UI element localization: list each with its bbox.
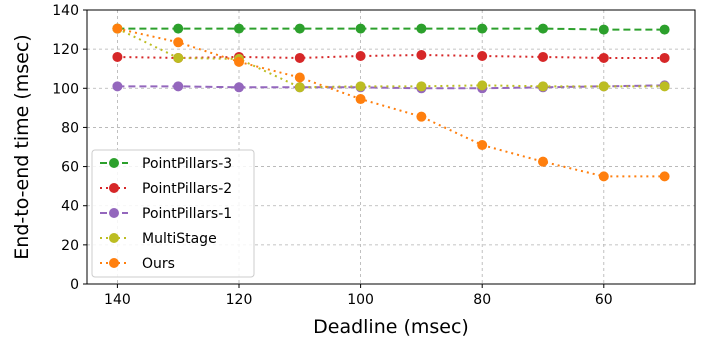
legend-label: PointPillars-3: [142, 156, 232, 172]
y-tick-label: 100: [52, 81, 79, 97]
legend-marker: [109, 158, 119, 168]
series-line: [117, 84, 665, 90]
data-point: [355, 94, 366, 105]
legend-label: Ours: [142, 256, 175, 272]
series-pointpillars-3: [112, 23, 670, 35]
data-point: [538, 51, 548, 62]
data-point: [659, 52, 670, 63]
legend-box: [91, 149, 255, 278]
data-point: [112, 81, 123, 92]
data-point: [659, 81, 670, 92]
data-point: [477, 50, 488, 61]
x-tick-label: 80: [473, 292, 491, 308]
data-point: [477, 80, 488, 91]
data-point: [538, 81, 548, 92]
x-tick-label: 60: [595, 292, 613, 308]
legend-label: PointPillars-2: [142, 181, 232, 197]
y-tick-label: 0: [70, 277, 79, 293]
data-point: [416, 50, 427, 61]
y-tick-label: 140: [52, 3, 79, 19]
data-point: [659, 24, 670, 35]
data-point: [598, 171, 609, 182]
y-tick-label: 60: [61, 160, 79, 176]
x-tick-label: 140: [104, 292, 131, 308]
data-point: [416, 81, 427, 92]
data-point: [234, 82, 244, 93]
x-tick-label: 120: [226, 292, 253, 308]
y-tick-label: 80: [61, 120, 79, 136]
data-point: [538, 23, 548, 34]
data-point: [294, 72, 305, 83]
data-point: [173, 23, 184, 34]
data-point: [598, 81, 609, 92]
y-tick-label: 20: [61, 238, 79, 254]
data-point: [355, 81, 366, 92]
data-point: [538, 156, 548, 167]
series-line: [117, 54, 665, 59]
data-point: [294, 52, 305, 63]
data-point: [416, 23, 427, 34]
y-axis-label: End-to-end time (msec): [11, 34, 33, 259]
legend-marker: [109, 258, 119, 268]
x-axis-label: Deadline (msec): [313, 316, 469, 338]
data-point: [294, 82, 305, 93]
series-line: [117, 27, 665, 31]
data-point: [234, 23, 244, 34]
legend-label: MultiStage: [142, 231, 217, 247]
data-point: [659, 171, 670, 182]
legend-marker: [109, 183, 119, 193]
legend-marker: [109, 233, 119, 243]
data-point: [598, 24, 609, 35]
legend: PointPillars-3 PointPillars-2 PointPillars…: [91, 149, 255, 278]
data-point: [416, 111, 427, 122]
series-layer: [112, 23, 670, 182]
data-point: [477, 140, 488, 151]
x-tick-label: 100: [347, 292, 374, 308]
data-point: [173, 37, 184, 48]
data-point: [112, 51, 123, 62]
data-point: [294, 23, 305, 34]
data-point: [355, 50, 366, 61]
legend-marker: [109, 208, 119, 218]
data-point: [598, 52, 609, 63]
series-pointpillars-2: [112, 50, 670, 63]
data-point: [112, 23, 123, 34]
data-point: [173, 81, 184, 92]
series-multistage: [112, 23, 670, 93]
series-line: [116, 27, 665, 89]
data-point: [234, 56, 244, 67]
legend-label: PointPillars-1: [142, 206, 232, 222]
data-point: [477, 23, 488, 34]
data-point: [173, 52, 184, 63]
y-tick-label: 120: [52, 42, 79, 58]
plot-frame: [86, 9, 696, 285]
data-point: [355, 23, 366, 34]
axis-ticks: 140 120 100 80 60 0 20 40 60 80 100 120 140: [52, 3, 612, 308]
series-ours: [112, 23, 670, 182]
y-tick-label: 40: [61, 199, 79, 215]
